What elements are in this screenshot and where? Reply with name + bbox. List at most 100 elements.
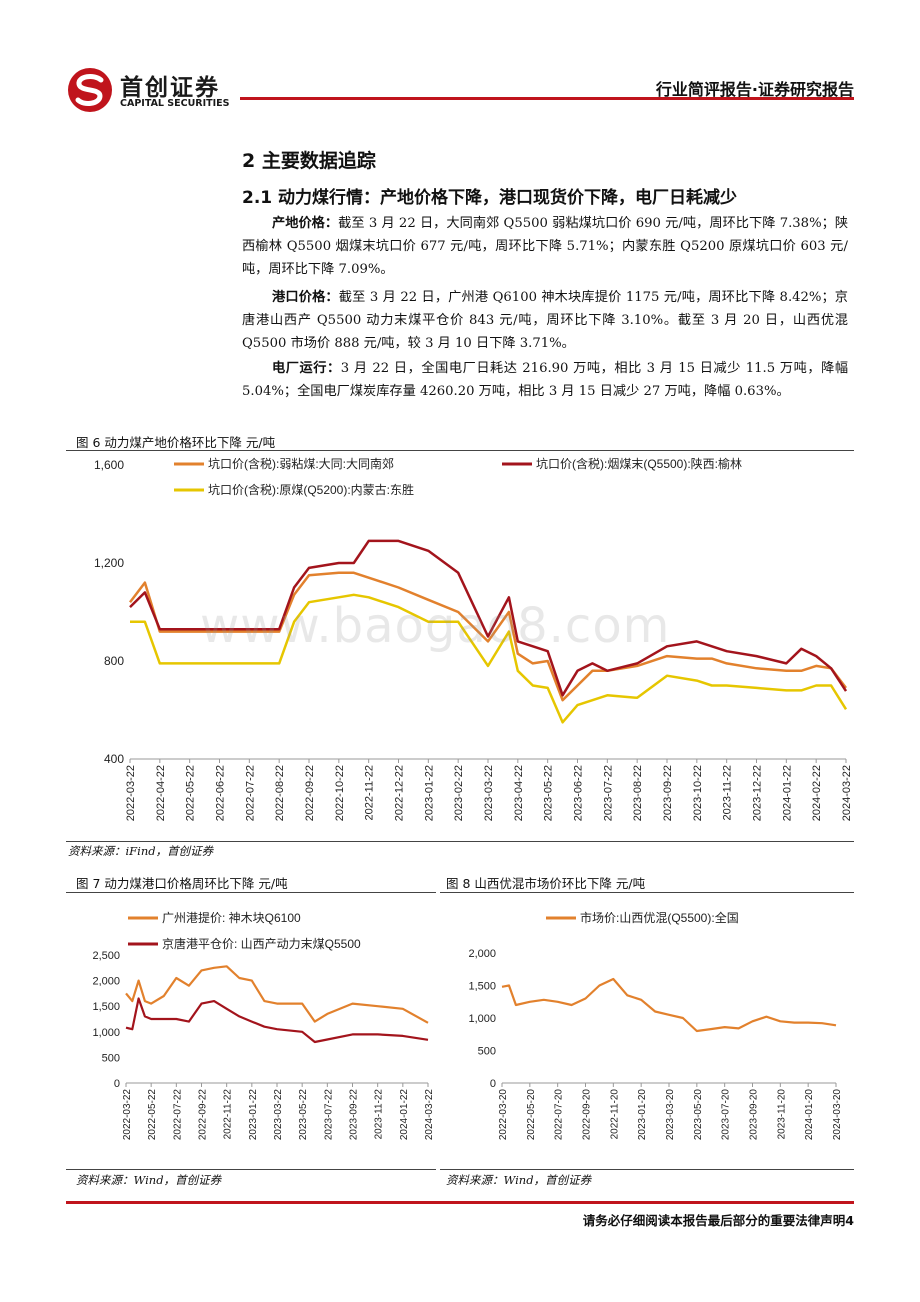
section-subtitle: 2.1 动力煤行情：产地价格下降，港口现货价下降，电厂日耗减少 [242,188,738,208]
fig8-title: 图 8 山西优混市场价环比下降 元/吨 [446,876,646,891]
paragraph-text: 截至 3 月 22 日，广州港 Q6100 神木块库提价 1175 元/吨，周环… [242,290,848,351]
x-tick-label: 2023-04-22 [513,765,525,821]
footer: 请务必仔细阅读本报告最后部分的重要法律声明4 [583,1210,854,1229]
y-tick-label: 500 [102,1052,120,1064]
paragraph-label: 港口价格： [272,290,339,305]
series-line-1 [125,965,429,1024]
y-tick-label: 1,500 [468,981,496,993]
fig6-chart: 400 800 1,200 1,600 2022-03-22 2022-04-22 2022… [94,456,853,821]
paragraph-label: 产地价格： [272,216,339,231]
fig8-chart: 0 500 1,000 1,500 2,000 2022-03-20 2022-05-20 2… [468,910,843,1141]
y-tick-label: 1,000 [92,1027,120,1039]
x-tick-label: 2024-01-22 [399,1089,410,1141]
x-tick-label: 2023-07-20 [721,1089,732,1141]
fig6-top-rule [66,450,854,451]
x-tick-label: 2024-03-22 [424,1089,435,1141]
fig8-bottom-rule [440,1169,854,1170]
x-tick-label: 2024-01-20 [804,1089,815,1141]
x-tick-label: 2022-11-22 [364,765,376,820]
series-line-1 [501,977,837,1033]
y-tick-label: 500 [478,1046,496,1058]
x-tick-label: 2023-05-20 [693,1089,704,1141]
section-title: 2 主要数据追踪 [242,150,376,172]
x-tick-label: 2023-09-20 [749,1089,760,1141]
paragraph-text: 3 月 22 日，全国电厂日耗达 216.90 万吨，相比 3 月 15 日减少… [242,361,849,399]
fig8-source: 资料来源：Wind，首创证券 [446,1173,592,1187]
y-tick-label: 400 [104,752,124,766]
x-tick-label: 2024-03-22 [841,765,853,821]
brand-name-cn: 首创证券 [120,75,220,101]
y-tick-label: 0 [114,1078,120,1090]
x-tick-label: 2022-03-22 [122,1089,133,1141]
x-tick-label: 2023-07-22 [323,1089,334,1141]
x-tick-label: 2022-07-22 [172,1089,183,1141]
series-line-1 [129,571,847,702]
x-tick-label: 2023-06-22 [573,765,585,821]
x-tick-label: 2022-03-20 [498,1089,509,1141]
paragraph-power-plant: 电厂运行：3 月 22 日，全国电厂日耗达 216.90 万吨，相比 3 月 1… [242,357,848,403]
x-tick-label: 2022-07-22 [244,765,256,821]
y-tick-label: 2,500 [92,950,120,962]
fig8-top-rule [440,892,854,893]
x-tick-label: 2022-08-22 [274,765,286,821]
fig7-source: 资料来源：Wind，首创证券 [76,1173,222,1187]
x-tick-label: 2023-10-22 [692,765,704,821]
legend-label: 坑口价(含税):原煤(Q5200):内蒙古:东胜 [208,482,414,497]
x-tick-label: 2022-09-22 [304,765,316,821]
fig7-bottom-rule [66,1169,436,1170]
paragraph-label: 电厂运行： [272,361,341,376]
x-tick-label: 2023-02-22 [453,765,465,821]
paragraph-origin-price: 产地价格：截至 3 月 22 日，大同南郊 Q5500 弱粘煤坑口价 690 元… [242,212,848,281]
x-tick-label: 2022-05-20 [526,1089,537,1141]
fig6-title: 图 6 动力煤产地价格环比下降 元/吨 [76,435,276,450]
x-tick-label: 2022-10-22 [334,765,346,821]
x-tick-label: 2023-11-20 [776,1089,787,1140]
legend-label: 市场价:山西优混(Q5500):全国 [580,910,739,925]
header-rule [240,97,854,100]
report-type: 行业简评报告·证券研究报告 [655,80,854,99]
y-tick-label: 1,600 [94,458,124,472]
x-tick-label: 2022-07-20 [554,1089,565,1141]
x-tick-label: 2022-12-22 [394,765,406,821]
x-tick-label: 2024-03-20 [832,1089,843,1141]
y-tick-label: 1,500 [92,1001,120,1013]
watermark: www.baogao8.com [200,598,671,654]
x-tick-label: 2023-03-22 [273,1089,284,1141]
x-tick-label: 2023-05-22 [298,1089,309,1141]
x-tick-label: 2023-11-22 [722,765,734,820]
legend-label: 坑口价(含税):烟煤末(Q5500):陕西:榆林 [536,456,742,471]
y-tick-label: 1,200 [94,556,124,570]
series-line-2 [129,539,848,697]
x-tick-label: 2023-05-22 [543,765,555,821]
fig6-source: 资料来源：iFind，首创证券 [68,844,214,858]
x-tick-label: 2024-02-22 [811,765,823,821]
x-tick-label: 2023-01-22 [423,765,435,821]
x-tick-label: 2022-09-22 [198,1089,209,1141]
y-tick-label: 2,000 [92,976,120,988]
brand-logo: 首创证券 CAPITAL SECURITIES [66,66,246,114]
x-tick-label: 2023-08-22 [632,765,644,821]
paragraph-text: 截至 3 月 22 日，大同南郊 Q5500 弱粘煤坑口价 690 元/吨，周环… [242,216,849,277]
x-tick-label: 2023-09-22 [662,765,674,821]
x-tick-label: 2023-01-20 [637,1089,648,1141]
x-tick-label: 2023-01-22 [248,1089,259,1141]
fig6-bottom-rule [66,841,854,842]
x-tick-label: 2022-04-22 [155,765,167,821]
x-tick-label: 2023-09-22 [349,1089,360,1141]
legend-label: 广州港提价: 神木块Q6100 [162,910,301,925]
x-tick-label: 2023-03-22 [483,765,495,821]
x-tick-label: 2024-01-22 [781,765,793,821]
y-tick-label: 0 [490,1078,496,1090]
legend-label: 坑口价(含税):弱粘煤:大同:大同南郊 [208,456,394,471]
brand-name-en: CAPITAL SECURITIES [120,98,230,109]
fig7-chart: 0 500 1,000 1,500 2,000 2,500 2022-03-22 2022-0… [92,910,435,1141]
x-tick-label: 2022-11-22 [223,1089,234,1140]
x-tick-label: 2023-11-22 [374,1089,385,1140]
footer-rule [66,1201,854,1204]
fig7-top-rule [66,892,436,893]
y-tick-label: 2,000 [468,948,496,960]
legend-label: 京唐港平仓价: 山西产动力末煤Q5500 [162,936,361,951]
x-tick-label: 2023-12-22 [752,765,764,821]
x-tick-label: 2022-05-22 [147,1089,158,1141]
page-number: 4 [845,1213,854,1228]
